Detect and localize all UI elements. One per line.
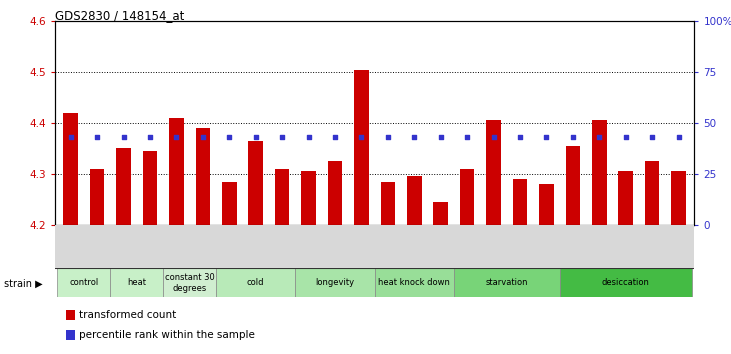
Bar xyxy=(486,120,501,225)
Point xyxy=(355,135,367,140)
Bar xyxy=(275,169,289,225)
Text: transformed count: transformed count xyxy=(79,310,176,320)
Point xyxy=(594,135,605,140)
Bar xyxy=(90,169,105,225)
Bar xyxy=(454,268,560,297)
Bar xyxy=(512,179,527,225)
Point xyxy=(514,135,526,140)
Point xyxy=(488,135,499,140)
Bar xyxy=(58,268,110,297)
Point xyxy=(276,135,288,140)
Bar xyxy=(222,182,237,225)
Point xyxy=(409,135,420,140)
Point xyxy=(170,135,182,140)
Bar xyxy=(110,268,163,297)
Bar xyxy=(671,171,686,225)
Bar xyxy=(539,184,553,225)
Point xyxy=(329,135,341,140)
Point xyxy=(91,135,103,140)
Text: percentile rank within the sample: percentile rank within the sample xyxy=(79,330,255,340)
Text: strain ▶: strain ▶ xyxy=(4,279,42,289)
Point xyxy=(382,135,394,140)
Point xyxy=(118,135,129,140)
Text: cold: cold xyxy=(247,278,265,287)
Bar xyxy=(143,151,157,225)
Point xyxy=(250,135,262,140)
Point xyxy=(65,135,77,140)
Point xyxy=(435,135,447,140)
Point xyxy=(673,135,684,140)
Bar xyxy=(374,268,454,297)
Bar xyxy=(560,268,692,297)
Bar xyxy=(163,268,216,297)
Bar xyxy=(301,171,316,225)
Bar xyxy=(116,148,131,225)
Bar xyxy=(645,161,659,225)
Point xyxy=(461,135,473,140)
Text: desiccation: desiccation xyxy=(602,278,650,287)
Bar xyxy=(407,176,422,225)
Bar xyxy=(592,120,607,225)
Bar xyxy=(169,118,183,225)
Bar xyxy=(295,268,374,297)
Point xyxy=(567,135,579,140)
Point xyxy=(224,135,235,140)
Bar xyxy=(216,268,295,297)
Text: control: control xyxy=(69,278,99,287)
Text: starvation: starvation xyxy=(485,278,528,287)
Text: heat knock down: heat knock down xyxy=(379,278,450,287)
Bar xyxy=(196,128,210,225)
Bar xyxy=(381,182,395,225)
Text: GDS2830 / 148154_at: GDS2830 / 148154_at xyxy=(55,9,184,22)
Point xyxy=(303,135,314,140)
Bar xyxy=(618,171,633,225)
Point xyxy=(646,135,658,140)
Point xyxy=(144,135,156,140)
Bar xyxy=(460,169,474,225)
Text: constant 30
degrees: constant 30 degrees xyxy=(164,273,214,292)
Point xyxy=(197,135,208,140)
Bar xyxy=(327,161,342,225)
Bar xyxy=(249,141,263,225)
Text: longevity: longevity xyxy=(316,278,355,287)
Bar xyxy=(354,70,368,225)
Point xyxy=(620,135,632,140)
Text: heat: heat xyxy=(127,278,146,287)
Point xyxy=(541,135,553,140)
Bar xyxy=(566,146,580,225)
Bar xyxy=(64,113,78,225)
Bar xyxy=(433,202,448,225)
